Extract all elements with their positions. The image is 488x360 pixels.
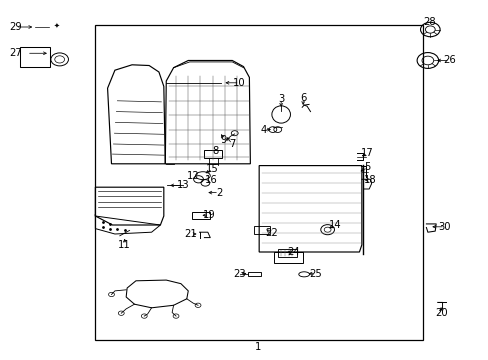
- Bar: [248, 272, 260, 276]
- Text: 6: 6: [299, 93, 306, 103]
- Text: 16: 16: [204, 175, 217, 185]
- Bar: [95, 25, 422, 340]
- Text: 2: 2: [215, 188, 222, 198]
- Bar: [191, 212, 210, 219]
- Text: 28: 28: [422, 17, 435, 27]
- Text: 21: 21: [184, 229, 197, 239]
- Text: 20: 20: [434, 308, 447, 318]
- Text: 25: 25: [308, 269, 321, 279]
- Text: 23: 23: [233, 269, 245, 279]
- Text: 5: 5: [364, 162, 370, 172]
- Text: 24: 24: [286, 247, 299, 257]
- Text: 22: 22: [264, 228, 277, 238]
- Bar: [254, 226, 269, 234]
- Text: 13: 13: [177, 180, 189, 190]
- Bar: [277, 249, 297, 257]
- Text: 18: 18: [364, 175, 376, 185]
- Text: 26: 26: [443, 55, 455, 66]
- Text: 1: 1: [254, 342, 261, 352]
- Text: 9: 9: [220, 135, 227, 145]
- Text: 7: 7: [228, 139, 235, 149]
- Text: 30: 30: [438, 222, 450, 232]
- Text: 17: 17: [361, 148, 373, 158]
- Text: 10: 10: [233, 78, 245, 88]
- Text: 4: 4: [261, 125, 266, 135]
- Text: 19: 19: [203, 210, 215, 220]
- Text: 12: 12: [187, 171, 200, 181]
- Text: 29: 29: [9, 22, 22, 32]
- Bar: [20, 47, 50, 67]
- Text: 11: 11: [118, 240, 131, 250]
- Text: 27: 27: [9, 48, 22, 58]
- Text: 15: 15: [206, 164, 219, 174]
- Text: 14: 14: [328, 220, 341, 230]
- Text: 3: 3: [278, 94, 284, 104]
- Text: 8: 8: [212, 146, 218, 156]
- Text: ✦: ✦: [53, 23, 59, 29]
